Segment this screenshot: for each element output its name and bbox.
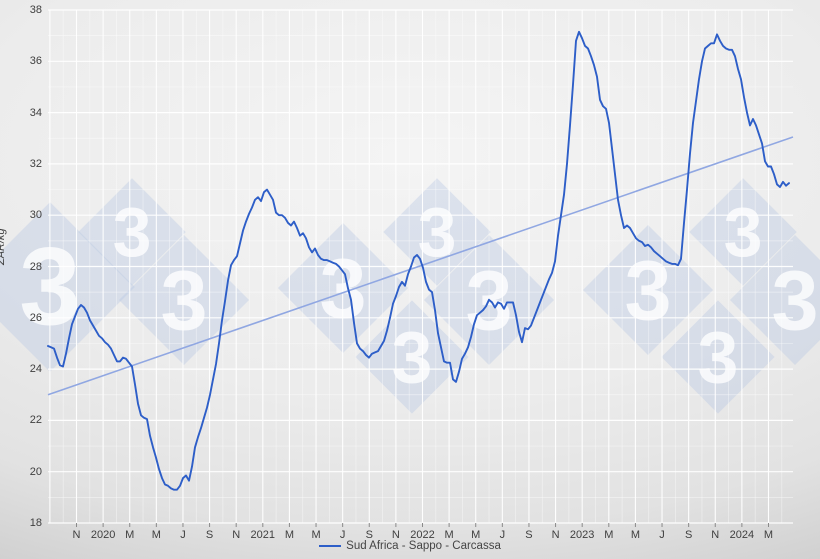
x-tick-label: S (525, 529, 533, 541)
y-axis-title: ZAR/kg (0, 228, 7, 265)
watermark-diamond: 3 (78, 178, 186, 286)
x-tick-label: M (311, 529, 321, 541)
x-tick-label: M (630, 529, 640, 541)
x-tick-label: N (711, 529, 720, 541)
x-tick-label: M (151, 529, 161, 541)
x-tick-label: J (659, 529, 665, 541)
y-tick-label: 36 (29, 55, 42, 68)
x-tick-label: 2023 (569, 529, 595, 541)
watermark-3-glyph: 3 (418, 193, 457, 271)
x-tick-label: N (72, 529, 81, 541)
watermark-3-glyph: 3 (392, 316, 433, 399)
x-tick-label: 2021 (250, 529, 276, 541)
x-tick-label: M (125, 529, 135, 541)
y-tick-label: 30 (29, 209, 42, 222)
y-tick-label: 26 (29, 311, 42, 324)
x-tick-label: N (391, 529, 400, 541)
watermark-diamond: 3 (383, 178, 491, 286)
x-tick-label: 2022 (410, 529, 435, 541)
x-tick-label: S (205, 529, 214, 541)
x-tick-label: J (180, 529, 186, 541)
price-line (47, 30, 790, 491)
watermark-3-glyph: 3 (624, 243, 671, 338)
x-tick-label: J (339, 529, 346, 541)
x-tick-label: 2020 (90, 529, 116, 541)
y-tick-label: 22 (29, 414, 42, 427)
y-tick-label: 24 (29, 363, 42, 376)
y-tick-label: 34 (29, 106, 42, 119)
y-tick-label: 38 (29, 4, 42, 16)
watermark-diamond: 3 (355, 300, 469, 414)
x-tick-label: M (284, 529, 294, 541)
watermark-3-glyph: 3 (698, 316, 739, 399)
y-tick-label: 32 (29, 157, 42, 170)
y-tick-label: 18 (29, 517, 42, 529)
gridlines (48, 9, 793, 527)
x-tick-label: S (365, 529, 373, 541)
x-tick-label: J (499, 529, 506, 541)
watermark-3-glyph: 3 (113, 193, 152, 271)
watermark-diamond: 3 (689, 178, 797, 286)
x-tick-label: M (471, 529, 481, 541)
x-tick-label: M (604, 529, 614, 541)
watermark-3-glyph: 3 (160, 253, 207, 348)
watermark-3-glyph: 3 (724, 193, 763, 271)
legend-label: Sud Africa - Sappo - Carcassa (346, 540, 501, 552)
x-tick-label: 2024 (729, 529, 755, 541)
legend-line-icon (319, 545, 342, 547)
x-tick-label: N (551, 529, 560, 541)
legend: Sud Africa - Sappo - Carcassa (0, 538, 820, 554)
y-tick-label: 20 (29, 465, 42, 478)
watermark-3-glyph: 3 (771, 253, 818, 348)
x-tick-label: S (684, 529, 693, 541)
x-tick-label: M (763, 529, 774, 541)
trend-line (47, 136, 794, 396)
y-tick-label: 28 (29, 260, 42, 273)
x-tick-label: N (232, 529, 241, 541)
x-tick-label: M (444, 529, 454, 541)
